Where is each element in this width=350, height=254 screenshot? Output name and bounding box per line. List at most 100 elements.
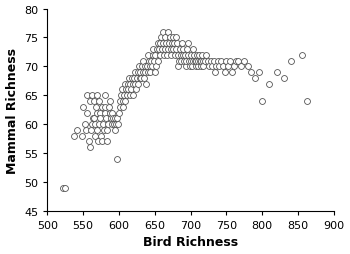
Point — [208, 59, 213, 63]
Point — [157, 54, 162, 58]
Point — [105, 123, 111, 127]
Point — [190, 59, 196, 63]
Point — [168, 54, 174, 58]
Point — [96, 123, 101, 127]
Point — [110, 111, 115, 115]
Point — [192, 59, 198, 63]
Point — [224, 59, 229, 63]
Point — [87, 146, 92, 150]
Point — [88, 128, 94, 132]
Point — [259, 100, 265, 104]
Point — [216, 65, 222, 69]
Point — [186, 59, 192, 63]
Point — [220, 65, 226, 69]
Point — [198, 65, 203, 69]
Point — [98, 117, 103, 121]
Point — [88, 100, 93, 104]
Point — [79, 134, 84, 138]
Point — [148, 71, 153, 75]
Point — [145, 71, 150, 75]
Point — [222, 71, 228, 75]
Point — [215, 59, 220, 63]
Point — [153, 54, 158, 58]
Point — [133, 88, 139, 92]
Point — [86, 140, 92, 144]
Point — [148, 59, 154, 63]
Point — [98, 134, 104, 138]
Point — [71, 134, 77, 138]
Point — [82, 123, 87, 127]
Point — [194, 59, 199, 63]
Point — [94, 128, 100, 132]
Point — [185, 42, 190, 46]
Point — [249, 71, 254, 75]
Point — [104, 140, 110, 144]
Point — [137, 76, 142, 81]
Point — [84, 111, 90, 115]
Point — [152, 71, 158, 75]
Point — [155, 59, 161, 63]
Point — [85, 94, 90, 98]
Point — [154, 48, 160, 52]
Point — [95, 140, 101, 144]
Point — [155, 42, 160, 46]
Point — [150, 54, 155, 58]
Point — [124, 94, 130, 98]
Point — [106, 105, 112, 109]
Point — [267, 82, 272, 86]
Point — [150, 48, 156, 52]
Point — [170, 48, 176, 52]
Point — [214, 65, 219, 69]
Point — [110, 117, 116, 121]
Point — [100, 123, 106, 127]
Point — [197, 59, 203, 63]
Point — [125, 82, 130, 86]
Point — [200, 59, 205, 63]
Point — [162, 48, 168, 52]
Point — [156, 48, 162, 52]
Point — [178, 59, 184, 63]
Point — [83, 128, 89, 132]
Point — [121, 94, 127, 98]
Point — [174, 42, 180, 46]
Point — [90, 123, 95, 127]
Point — [103, 105, 108, 109]
Point — [183, 65, 188, 69]
Point — [136, 65, 142, 69]
Point — [101, 128, 107, 132]
Point — [103, 117, 109, 121]
Point — [105, 128, 110, 132]
Point — [94, 111, 99, 115]
Point — [218, 59, 223, 63]
Point — [153, 65, 159, 69]
Point — [122, 100, 128, 104]
Point — [181, 48, 186, 52]
Point — [304, 100, 309, 104]
Point — [142, 65, 147, 69]
Point — [177, 48, 183, 52]
Point — [114, 117, 120, 121]
Point — [102, 111, 107, 115]
Point — [209, 65, 215, 69]
Point — [211, 59, 216, 63]
Point — [171, 42, 177, 46]
Point — [161, 54, 167, 58]
Point — [97, 111, 102, 115]
Point — [176, 65, 181, 69]
Point — [128, 82, 133, 86]
Point — [227, 59, 233, 63]
Point — [62, 186, 68, 190]
Point — [80, 105, 86, 109]
Point — [176, 59, 182, 63]
Point — [118, 94, 124, 98]
Point — [288, 59, 294, 63]
Point — [245, 65, 251, 69]
Point — [173, 48, 178, 52]
Point — [91, 100, 97, 104]
Point — [102, 94, 107, 98]
Point — [140, 71, 145, 75]
Point — [92, 134, 97, 138]
Point — [235, 59, 241, 63]
Point — [299, 54, 304, 58]
Point — [100, 140, 105, 144]
